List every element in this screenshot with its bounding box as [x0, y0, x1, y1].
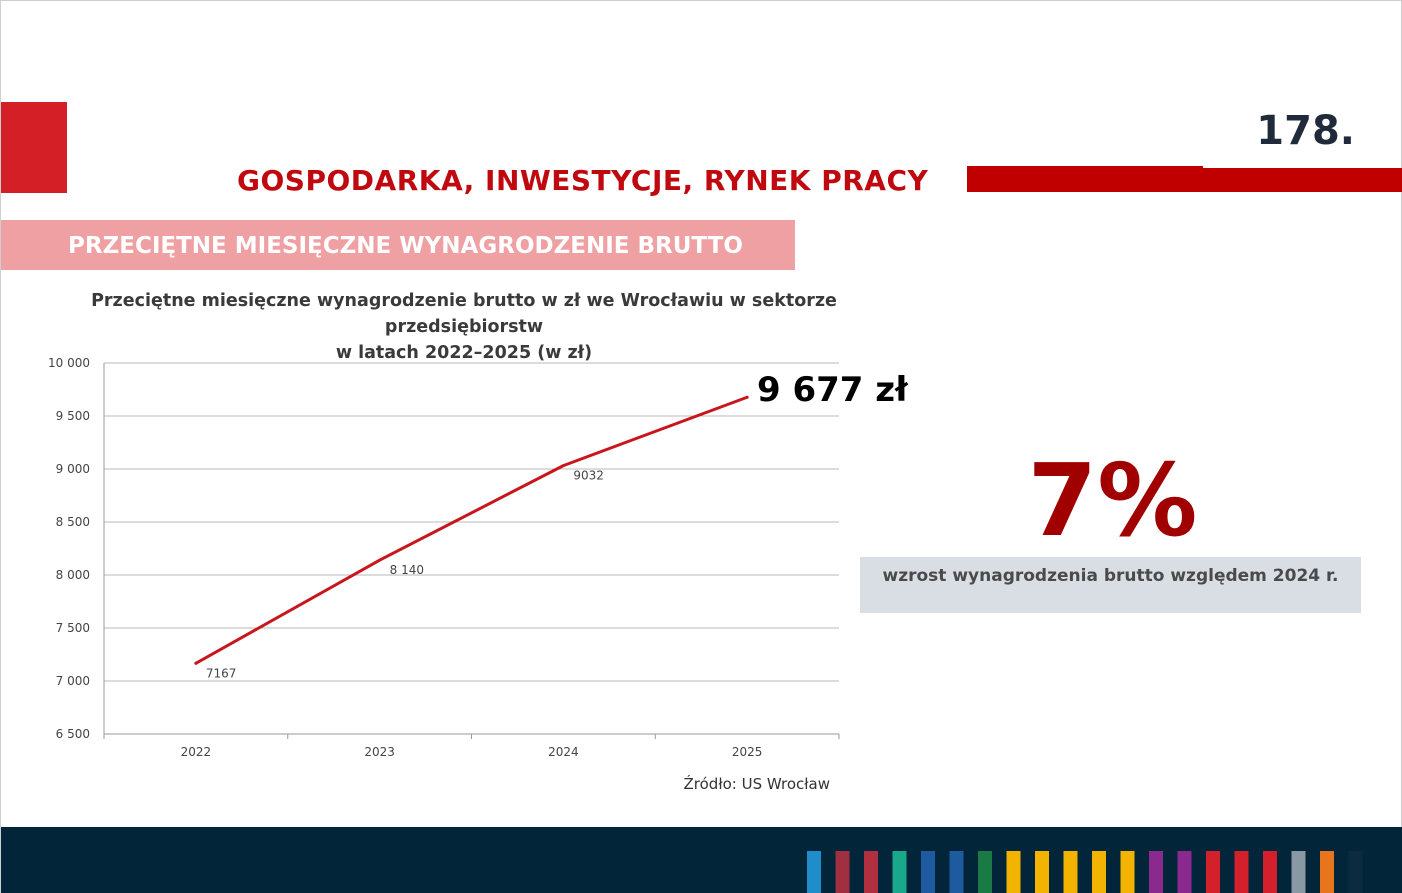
footer-band	[1, 827, 1402, 893]
x-tick-label: 2025	[732, 745, 763, 759]
data-point	[561, 464, 565, 468]
data-point	[745, 395, 749, 399]
growth-description: wzrost wynagrodzenia brutto względem 202…	[882, 566, 1339, 586]
footer-stripe	[864, 851, 878, 893]
x-tick-label: 2022	[181, 745, 212, 759]
y-tick-label: 6 500	[56, 727, 90, 741]
footer-stripe	[978, 851, 992, 893]
y-tick-label: 8 500	[56, 515, 90, 529]
data-point	[378, 558, 382, 562]
page-number: 178.	[1256, 108, 1355, 154]
footer-stripe	[835, 851, 850, 893]
section-title: GOSPODARKA, INWESTYCJE, RYNEK PRACY	[237, 164, 929, 197]
footer-stripe	[1348, 851, 1363, 893]
subtitle: PRZECIĘTNE MIESIĘCZNE WYNAGRODZENIE BRUT…	[68, 233, 743, 259]
red-accent-square	[1, 102, 67, 193]
footer-stripe	[1206, 851, 1220, 893]
subtitle-band	[1, 220, 795, 270]
footer-stripe	[1035, 851, 1049, 893]
data-point	[194, 661, 198, 665]
source-note: Źródło: US Wrocław	[683, 775, 830, 793]
data-label: 7167	[206, 666, 237, 680]
footer-stripe	[1177, 851, 1192, 893]
y-tick-label: 9 000	[56, 462, 90, 476]
line-chart: 6 500 7 000 7 500 8 000 8 500 9 000 9 500 10 00…	[48, 356, 840, 759]
y-tick-label: 7 000	[56, 674, 90, 688]
footer-stripe	[949, 851, 964, 893]
growth-percent: 7%	[1027, 442, 1198, 559]
latest-value: 9 677 zł	[757, 370, 908, 410]
footer-stripe	[1234, 851, 1249, 893]
footer-stripe	[921, 851, 935, 893]
chart-title: Przeciętne miesięczne wynagrodzenie brut…	[30, 288, 898, 366]
chart-title-line-1: Przeciętne miesięczne wynagrodzenie brut…	[91, 291, 837, 337]
data-label: 8 140	[390, 563, 424, 577]
y-tick-label: 9 500	[56, 409, 90, 423]
red-accent-bar	[967, 168, 1402, 192]
footer-stripe	[807, 851, 821, 893]
footer-stripe	[892, 851, 907, 893]
footer-stripe	[1063, 851, 1078, 893]
footer-stripe	[1120, 851, 1135, 893]
footer-stripe	[1263, 851, 1277, 893]
data-label: 9032	[573, 469, 604, 483]
red-accent-line	[967, 166, 1203, 168]
y-tick-label: 10 000	[48, 356, 90, 370]
y-tick-label: 8 000	[56, 568, 90, 582]
footer-stripe	[1320, 851, 1334, 893]
footer-stripe	[1149, 851, 1163, 893]
footer-stripe	[1092, 851, 1106, 893]
footer-stripe	[1006, 851, 1021, 893]
footer-color-stripes	[807, 851, 1363, 893]
x-tick-label: 2023	[364, 745, 395, 759]
footer-stripe	[1291, 851, 1306, 893]
growth-description-box	[860, 557, 1361, 613]
series-line	[194, 395, 749, 665]
y-tick-label: 7 500	[56, 621, 90, 635]
x-tick-label: 2024	[548, 745, 579, 759]
chart-title-line-2: w latach 2022–2025 (w zł)	[335, 343, 593, 363]
